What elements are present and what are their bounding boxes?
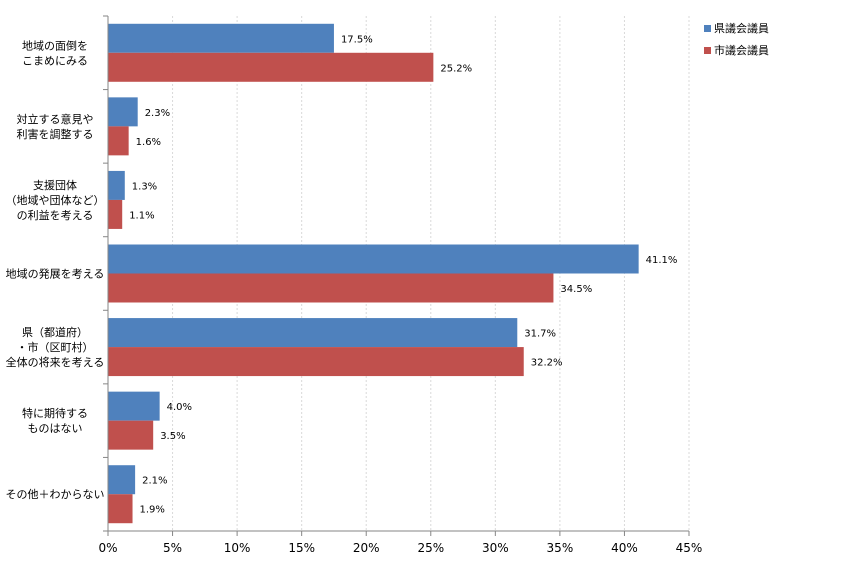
legend-swatch-municipal xyxy=(704,47,711,54)
x-tick-label: 0% xyxy=(98,541,117,555)
category-label: 支援団体（地域や団体など）の利益を考える xyxy=(6,178,105,222)
data-labels: 17.5% 25.2% 2.3% 1.6% 1.3% 1.1% 41.1% 34.5% 31.7… xyxy=(129,34,677,515)
bar-prefectural xyxy=(108,391,160,421)
data-label-municipal: 3.5% xyxy=(160,431,185,442)
data-label-municipal: 1.1% xyxy=(129,210,154,221)
data-label-prefectural: 1.3% xyxy=(132,181,157,192)
x-tick-label: 15% xyxy=(288,541,315,555)
x-tick-label: 25% xyxy=(417,541,444,555)
category-label: 対立する意見や利害を調整する xyxy=(17,112,94,141)
bars xyxy=(108,23,639,524)
bar-prefectural xyxy=(108,244,639,274)
category-label: 地域の面倒をこまめにみる xyxy=(22,39,88,67)
bar-municipal xyxy=(108,347,524,377)
legend-swatch-prefectural xyxy=(704,25,711,32)
bar-prefectural xyxy=(108,170,125,200)
bar-municipal xyxy=(108,420,154,450)
x-tick-label: 10% xyxy=(224,541,251,555)
bar-prefectural xyxy=(108,97,138,127)
data-label-prefectural: 17.5% xyxy=(341,34,373,45)
bar-prefectural xyxy=(108,23,334,53)
category-label: 特に期待するものはない xyxy=(22,406,88,435)
data-label-municipal: 25.2% xyxy=(440,63,472,74)
x-tick-label: 45% xyxy=(676,541,703,555)
bar-municipal xyxy=(108,199,123,229)
bar-municipal xyxy=(108,126,129,156)
x-tick-label: 35% xyxy=(547,541,574,555)
x-tick-labels: 0% 5% 10% 15% 20% 25% 30% 35% 40% 45% xyxy=(98,541,702,555)
data-label-municipal: 1.6% xyxy=(136,137,161,148)
x-tick-label: 20% xyxy=(353,541,380,555)
data-label-prefectural: 41.1% xyxy=(646,255,678,266)
data-label-prefectural: 2.1% xyxy=(142,476,167,487)
category-label: その他＋わからない xyxy=(6,488,105,501)
legend-item-prefectural: 県議会議員 xyxy=(704,21,769,35)
data-label-prefectural: 4.0% xyxy=(167,402,192,413)
bar-municipal xyxy=(108,52,434,82)
category-label: 県（都道府）・市（区町村）全体の将来を考える xyxy=(6,325,105,369)
data-label-prefectural: 31.7% xyxy=(524,329,556,340)
data-label-municipal: 1.9% xyxy=(140,505,165,516)
data-label-prefectural: 2.3% xyxy=(145,108,170,119)
bar-municipal xyxy=(108,494,133,524)
legend-label-prefectural: 県議会議員 xyxy=(714,21,769,35)
legend: 県議会議員 市議会議員 xyxy=(704,21,769,57)
category-label: 地域の発展を考える xyxy=(6,267,105,281)
bar-prefectural xyxy=(108,318,518,348)
data-label-municipal: 34.5% xyxy=(560,284,592,295)
x-tick-label: 40% xyxy=(611,541,638,555)
axes xyxy=(103,15,690,536)
category-labels: 地域の面倒をこまめにみる対立する意見や利害を調整する支援団体（地域や団体など）の… xyxy=(6,39,105,501)
x-tick-label: 30% xyxy=(482,541,509,555)
bar-municipal xyxy=(108,273,554,303)
bar-prefectural xyxy=(108,465,136,495)
legend-item-municipal: 市議会議員 xyxy=(704,43,769,57)
data-label-municipal: 32.2% xyxy=(531,358,563,369)
legend-label-municipal: 市議会議員 xyxy=(714,43,769,57)
x-tick-label: 5% xyxy=(163,541,182,555)
